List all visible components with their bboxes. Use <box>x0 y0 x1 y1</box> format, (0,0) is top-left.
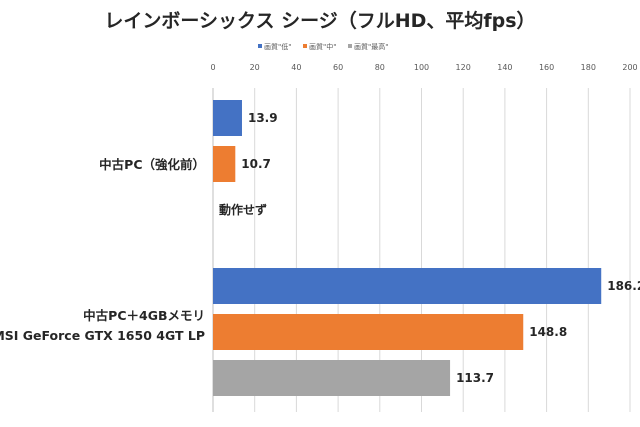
bar <box>213 146 236 182</box>
tick-label: 60 <box>333 63 343 72</box>
legend-label: 画質"中" <box>309 42 336 51</box>
legend-swatch <box>303 44 307 48</box>
tick-label: 200 <box>622 63 637 72</box>
category-label: ＋MSI GeForce GTX 1650 4GT LP <box>0 328 205 343</box>
bar <box>213 268 602 304</box>
legend-swatch <box>348 44 352 48</box>
data-label: 動作せず <box>219 202 267 217</box>
legend-swatch <box>258 44 262 48</box>
category-labels: 中古PC（強化前） 中古PC＋4GBメモリ ＋MSI GeForce GTX 165… <box>0 157 205 343</box>
tick-label: 80 <box>375 63 385 72</box>
chart-title: レインボーシックス シージ（フルHD、平均fps） <box>104 9 535 32</box>
category-label: 中古PC＋4GBメモリ <box>83 308 205 323</box>
bar <box>213 100 242 136</box>
tick-label: 20 <box>250 63 260 72</box>
legend-label: 画質"低" <box>264 42 291 51</box>
tick-label: 180 <box>581 63 596 72</box>
data-label: 148.8 <box>529 325 567 339</box>
tick-label: 40 <box>291 63 301 72</box>
data-label: 113.7 <box>456 371 494 385</box>
gridlines <box>212 88 631 412</box>
bars: 13.9 186.2 10.7 148.8 動作せず 113.7 <box>213 100 640 396</box>
legend: 画質"低" 画質"中" 画質"最高" <box>258 42 388 51</box>
tick-label: 160 <box>539 63 554 72</box>
tick-label: 100 <box>414 63 429 72</box>
tick-label: 140 <box>497 63 512 72</box>
category-label: 中古PC（強化前） <box>99 157 205 172</box>
data-label: 186.2 <box>607 279 640 293</box>
bar <box>213 314 524 350</box>
tick-label: 120 <box>456 63 471 72</box>
bar <box>213 360 451 396</box>
data-label: 13.9 <box>248 111 278 125</box>
data-label: 10.7 <box>241 157 271 171</box>
tick-label: 0 <box>210 63 215 72</box>
x-axis-ticks: 0 20 40 60 80 100 120 140 160 180 200 <box>210 63 637 72</box>
legend-label: 画質"最高" <box>354 42 388 51</box>
